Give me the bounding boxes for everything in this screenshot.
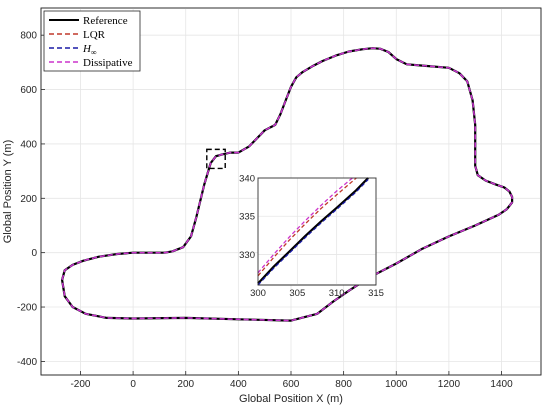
y-tick-label: 600 <box>20 85 37 96</box>
inset-series-line <box>257 177 353 274</box>
x-tick-label: 200 <box>177 379 194 390</box>
y-tick-label: 200 <box>20 194 37 205</box>
y-axis-ticks: -400 -200 0 200 400 600 800 <box>17 31 45 368</box>
zoom-box <box>206 148 226 170</box>
x-tick-label: 600 <box>283 379 300 390</box>
plot-frame <box>40 7 542 376</box>
inset-y-tick-label: 330 <box>239 250 255 261</box>
x-tick-label: 400 <box>230 379 247 390</box>
x-tick-label: 800 <box>335 379 352 390</box>
inset-x-tick-label: 315 <box>368 288 384 299</box>
y-tick-label: 800 <box>20 31 37 42</box>
y-tick-label: 400 <box>20 139 37 150</box>
y-tick-label: -200 <box>17 303 37 314</box>
inset-y-tick-label: 340 <box>239 174 255 185</box>
inset-x-tick-label: 300 <box>250 288 266 299</box>
legend-label-subscript: ∞ <box>91 48 97 57</box>
x-tick-label: 0 <box>130 379 136 390</box>
inset-frame <box>257 177 377 286</box>
x-axis-label: Global Position X (m) <box>239 393 343 405</box>
x-tick-label: 1200 <box>438 379 461 390</box>
inset-x-tick-label: 305 <box>289 288 305 299</box>
y-tick-label: -400 <box>17 357 37 368</box>
y-axis-label: Global Position Y (m) <box>2 140 14 244</box>
inset-series-line <box>257 179 369 286</box>
x-tick-label: -200 <box>70 379 90 390</box>
inset-series <box>257 177 369 286</box>
inset-ticks: 300 305 310 315 330 335 340 <box>239 174 384 300</box>
legend-label: LQR <box>83 29 106 41</box>
y-tick-label: 0 <box>31 248 37 259</box>
legend-label: Dissipative <box>83 57 133 69</box>
inset-plot: 300 305 310 315 330 335 340 <box>239 174 384 300</box>
x-tick-label: 1400 <box>490 379 513 390</box>
track-series <box>60 47 514 322</box>
legend-label: Reference <box>83 15 128 27</box>
inset-x-tick-label: 310 <box>329 288 345 299</box>
x-axis-ticks: -200 0 200 400 600 800 1000 1200 1400 <box>70 371 513 390</box>
inset-series-line <box>257 177 357 277</box>
x-tick-label: 1000 <box>385 379 408 390</box>
inset-y-tick-label: 335 <box>239 212 255 223</box>
series-line-reference <box>60 47 514 322</box>
inset-series-line <box>257 177 369 285</box>
inset-area <box>257 177 377 286</box>
